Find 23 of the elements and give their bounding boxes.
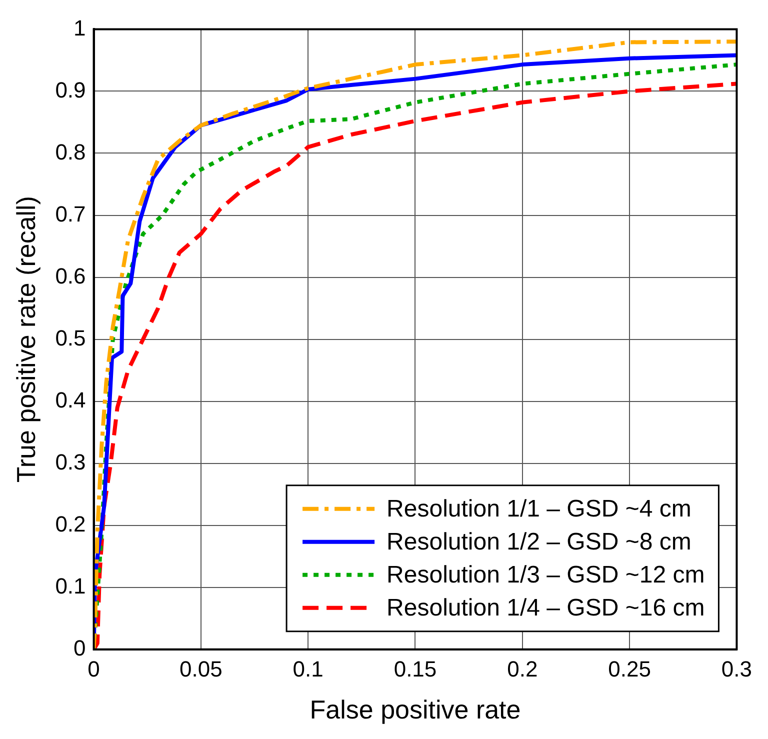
legend-label: Resolution 1/1 – GSD ~4 cm <box>386 496 692 523</box>
y-tick-label: 0.1 <box>55 573 86 598</box>
x-tick-label: 0.05 <box>180 656 222 682</box>
x-axis-title: False positive rate <box>310 694 521 725</box>
x-tick-label: 0.2 <box>507 656 538 682</box>
legend-label: Resolution 1/3 – GSD ~12 cm <box>386 562 705 589</box>
legend-label: Resolution 1/4 – GSD ~16 cm <box>386 594 705 622</box>
legend-label: Resolution 1/2 – GSD ~8 cm <box>386 528 692 556</box>
y-tick-label: 0.8 <box>55 139 86 164</box>
y-tick-label: 0.6 <box>55 263 86 288</box>
x-tick-label: 0.1 <box>292 656 324 682</box>
y-tick-label: 0.4 <box>55 387 86 412</box>
y-tick-label: 0.3 <box>55 449 86 474</box>
y-tick-label: 1 <box>74 15 86 40</box>
y-axis-title: True positive rate (recall) <box>10 196 41 483</box>
y-tick-label: 0 <box>74 635 86 660</box>
y-tick-label: 0.7 <box>55 201 86 226</box>
x-tick-label: 0.3 <box>721 656 752 682</box>
y-tick-label: 0.9 <box>55 77 86 102</box>
x-tick-label: 0.15 <box>394 656 437 682</box>
y-tick-label: 0.5 <box>55 325 86 350</box>
y-tick-label: 0.2 <box>55 511 86 536</box>
x-tick-label: 0.25 <box>608 656 651 682</box>
